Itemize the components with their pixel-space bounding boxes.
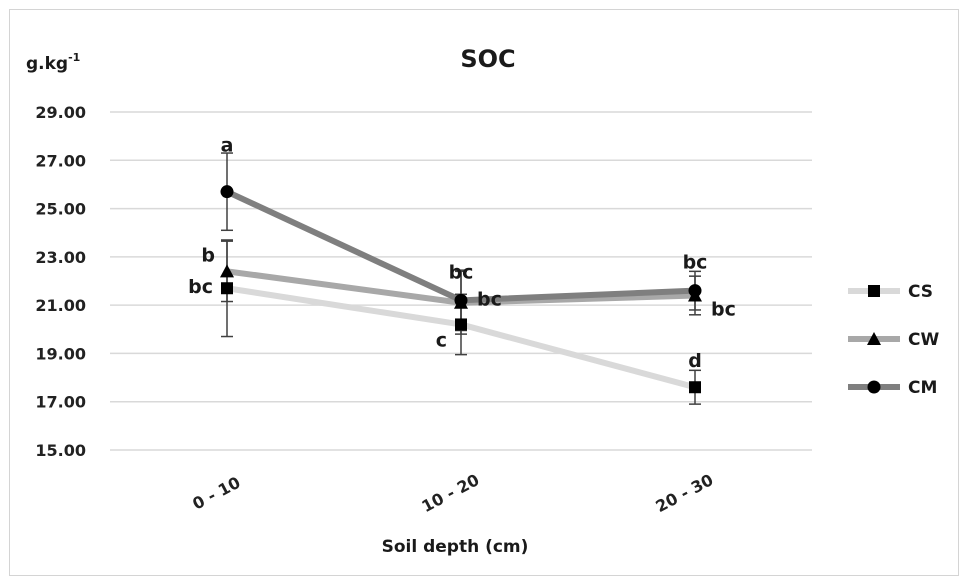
x-tick-labels: 0 - 10 10 - 20 20 - 30 — [189, 470, 716, 516]
y-axis-label-superscript: -1 — [68, 51, 80, 64]
significance-letter: bc — [683, 252, 708, 274]
legend: CS CW CM — [848, 282, 939, 398]
legend-label: CM — [908, 378, 937, 398]
x-axis-label: Soil depth (cm) — [382, 537, 529, 557]
significance-letter: b — [201, 244, 215, 266]
y-axis-label-unit: g.kg — [26, 54, 68, 74]
significance-letter: d — [688, 350, 702, 372]
legend-label: CS — [908, 282, 933, 302]
data-markers — [220, 185, 702, 394]
chart-title: SOC — [460, 45, 515, 73]
y-tick-label: 21.00 — [35, 296, 86, 315]
y-axis-label: g.kg-1 — [26, 51, 80, 74]
y-tick-labels: 15.00 17.00 19.00 21.00 23.00 25.00 27.00 29.00 — [35, 103, 86, 460]
legend-marker-cm — [867, 380, 881, 394]
marker-cw — [220, 264, 234, 278]
significance-letter: bc — [477, 288, 502, 310]
y-tick-label: 27.00 — [35, 151, 86, 170]
y-tick-label: 25.00 — [35, 200, 86, 219]
y-tick-label: 29.00 — [35, 103, 86, 122]
chart-frame — [9, 9, 959, 576]
marker-cm — [220, 185, 234, 199]
marker-cs — [455, 318, 467, 331]
x-tick-label: 10 - 20 — [418, 470, 482, 516]
y-tick-label: 17.00 — [35, 393, 86, 412]
x-tick-label: 20 - 30 — [652, 470, 716, 516]
marker-cm — [688, 284, 702, 298]
y-tick-label: 19.00 — [35, 344, 86, 363]
marker-cs — [221, 282, 233, 295]
x-tick-label: 0 - 10 — [189, 473, 243, 514]
significance-letter: c — [436, 329, 447, 351]
marker-cs — [689, 381, 701, 394]
legend-marker-cs — [868, 285, 880, 297]
legend-label: CW — [908, 330, 939, 350]
significance-letter: bc — [188, 276, 213, 298]
legend-marker-cw — [867, 332, 881, 345]
significance-letter: a — [221, 135, 234, 157]
marker-cm — [454, 293, 468, 307]
significance-letter: bc — [449, 262, 474, 284]
y-tick-label: 15.00 — [35, 441, 86, 460]
y-tick-label: 23.00 — [35, 248, 86, 267]
significance-letter: bc — [711, 298, 736, 320]
